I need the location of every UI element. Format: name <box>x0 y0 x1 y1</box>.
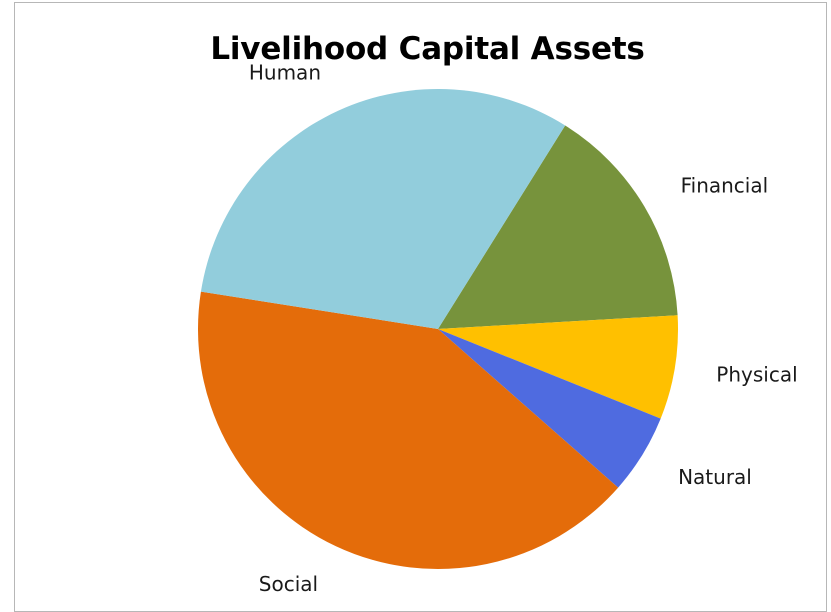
slice-label-physical: Physical <box>716 363 797 387</box>
pie-slice-financial <box>438 125 678 329</box>
slice-label-human: Human <box>249 60 321 84</box>
pie-slice-social <box>198 291 619 570</box>
pie-labels: Financial Physical Natural Social Human <box>249 60 798 596</box>
pie-slices <box>198 89 679 570</box>
chart-title: Livelihood Capital Assets <box>210 31 645 67</box>
slice-label-financial: Financial <box>681 173 769 197</box>
slice-label-natural: Natural <box>678 465 752 489</box>
pie-slice-natural <box>438 329 661 488</box>
pie-slice-human <box>200 89 566 330</box>
pie-slice-physical <box>438 315 679 419</box>
slice-label-social: Social <box>259 572 318 596</box>
